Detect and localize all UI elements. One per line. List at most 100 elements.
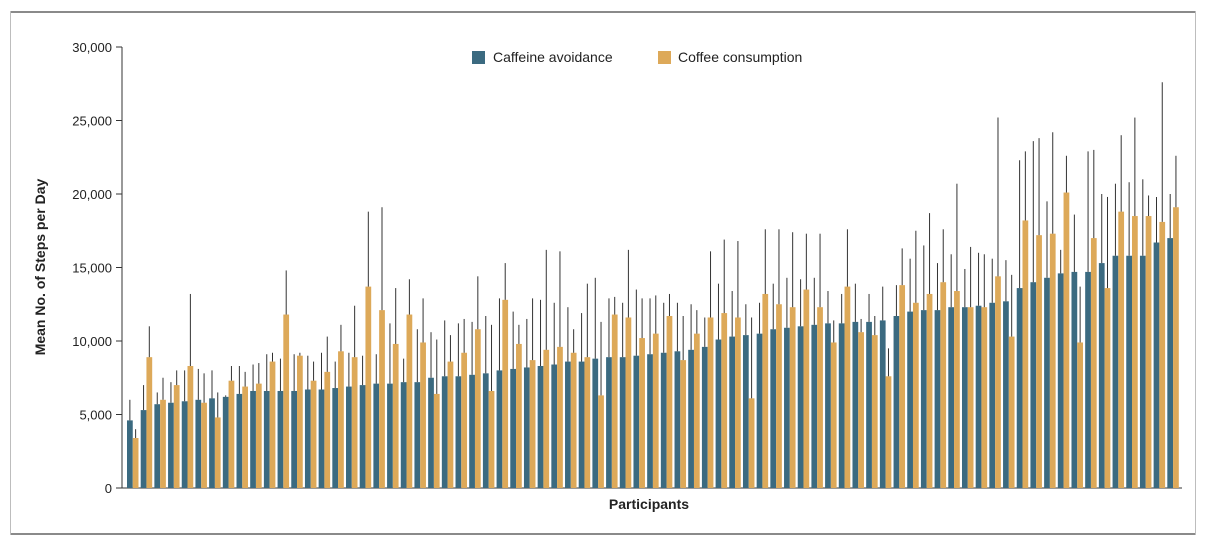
- bar-coffee-consumption: [406, 314, 413, 488]
- bar-coffee-consumption: [1159, 221, 1166, 488]
- bar-coffee-consumption: [269, 361, 276, 488]
- bar-caffeine-avoidance: [619, 357, 626, 488]
- bar-caffeine-avoidance: [537, 365, 544, 488]
- bar-coffee-consumption: [611, 314, 618, 488]
- bar-caffeine-avoidance: [565, 361, 571, 488]
- bar-coffee-consumption: [338, 351, 344, 488]
- bar-coffee-consumption: [584, 357, 591, 488]
- bar-coffee-consumption: [1145, 216, 1152, 489]
- bar-caffeine-avoidance: [291, 390, 298, 488]
- bar-caffeine-avoidance: [1098, 263, 1105, 488]
- bar-caffeine-avoidance: [852, 321, 859, 488]
- bar-caffeine-avoidance: [633, 355, 640, 488]
- bar-coffee-consumption: [1063, 192, 1070, 488]
- bar-coffee-consumption: [557, 346, 563, 488]
- bar-coffee-consumption: [1132, 216, 1138, 489]
- top-rule: [10, 11, 1196, 13]
- bar-caffeine-avoidance: [400, 382, 407, 488]
- bar-caffeine-avoidance: [715, 339, 722, 488]
- bar-caffeine-avoidance: [1126, 255, 1132, 488]
- bar-coffee-consumption: [1008, 336, 1015, 488]
- bar-caffeine-avoidance: [455, 376, 462, 488]
- bar-coffee-consumption: [173, 385, 180, 488]
- bar-coffee-consumption: [776, 304, 782, 488]
- bar-caffeine-avoidance: [154, 404, 161, 488]
- bar-coffee-consumption: [201, 402, 207, 488]
- bar-caffeine-avoidance: [250, 390, 256, 488]
- bar-coffee-consumption: [297, 355, 303, 488]
- bar-caffeine-avoidance: [948, 307, 955, 488]
- bar-coffee-consumption: [392, 343, 399, 488]
- bar-caffeine-avoidance: [1030, 282, 1037, 488]
- bar-caffeine-avoidance: [811, 324, 818, 488]
- bar-coffee-consumption: [1173, 207, 1179, 489]
- bar-caffeine-avoidance: [168, 402, 174, 488]
- bar-coffee-consumption: [214, 417, 221, 488]
- y-axis-label: Mean No. of Steps per Day: [32, 178, 48, 355]
- bar-coffee-consumption: [912, 302, 919, 488]
- bar-caffeine-avoidance: [1003, 301, 1009, 488]
- bar-caffeine-avoidance: [222, 396, 229, 488]
- bar-coffee-consumption: [954, 291, 960, 488]
- bar-caffeine-avoidance: [1112, 255, 1119, 488]
- y-tick-label: 10,000: [72, 334, 112, 349]
- bar-caffeine-avoidance: [893, 316, 900, 488]
- bar-caffeine-avoidance: [1016, 288, 1023, 488]
- y-tick-label: 5,000: [79, 408, 112, 423]
- bar-coffee-consumption: [420, 342, 426, 488]
- bar-coffee-consumption: [433, 393, 440, 488]
- bar-caffeine-avoidance: [332, 388, 339, 488]
- bar-coffee-consumption: [789, 307, 796, 488]
- y-tick-label: 30,000: [72, 40, 112, 55]
- legend-swatch-coffee-consumption: [658, 51, 671, 64]
- y-tick-label: 25,000: [72, 114, 112, 129]
- y-tick-label: 0: [105, 481, 112, 496]
- bar-caffeine-avoidance: [1167, 238, 1174, 488]
- bar-caffeine-avoidance: [660, 352, 667, 488]
- bar-caffeine-avoidance: [701, 346, 708, 488]
- bar-coffee-consumption: [132, 438, 139, 488]
- bar-caffeine-avoidance: [373, 383, 380, 488]
- bar-caffeine-avoidance: [428, 377, 434, 488]
- bar-caffeine-avoidance: [1071, 271, 1078, 488]
- bar-coffee-consumption: [967, 307, 974, 488]
- bar-caffeine-avoidance: [838, 323, 845, 488]
- bar-caffeine-avoidance: [1085, 271, 1091, 488]
- bar-coffee-consumption: [803, 289, 810, 488]
- bar-caffeine-avoidance: [510, 368, 517, 488]
- bar-coffee-consumption: [995, 276, 1001, 488]
- bar-coffee-consumption: [858, 332, 864, 488]
- bar-coffee-consumption: [488, 390, 495, 488]
- bars: [127, 82, 1179, 489]
- bar-caffeine-avoidance: [263, 390, 270, 488]
- bar-coffee-consumption: [1118, 211, 1125, 488]
- bar-coffee-consumption: [146, 357, 153, 488]
- bar-coffee-consumption: [885, 376, 892, 488]
- bar-coffee-consumption: [1049, 233, 1056, 488]
- left-border: [10, 11, 11, 535]
- bar-caffeine-avoidance: [318, 389, 325, 488]
- bar-coffee-consumption: [502, 299, 509, 488]
- y-tick-label: 20,000: [72, 187, 112, 202]
- bar-caffeine-avoidance: [961, 307, 968, 488]
- bar-coffee-consumption: [379, 310, 385, 488]
- bar-caffeine-avoidance: [496, 370, 503, 488]
- bar-coffee-consumption: [598, 395, 604, 488]
- bar-caffeine-avoidance: [756, 333, 763, 488]
- bar-coffee-consumption: [474, 329, 481, 488]
- bar-coffee-consumption: [1104, 288, 1111, 488]
- bar-coffee-consumption: [844, 286, 851, 488]
- legend: Caffeine avoidance Coffee consumption: [472, 49, 802, 65]
- bar-caffeine-avoidance: [674, 351, 681, 488]
- legend-swatch-caffeine-avoidance: [472, 51, 485, 64]
- bar-coffee-consumption: [899, 285, 906, 488]
- bar-caffeine-avoidance: [127, 420, 133, 488]
- legend-label-caffeine-avoidance: Caffeine avoidance: [493, 49, 613, 65]
- bar-caffeine-avoidance: [1153, 242, 1160, 488]
- bar-caffeine-avoidance: [209, 398, 215, 488]
- bar-coffee-consumption: [310, 380, 317, 488]
- bar-caffeine-avoidance: [469, 374, 475, 488]
- bar-coffee-consumption: [735, 317, 741, 488]
